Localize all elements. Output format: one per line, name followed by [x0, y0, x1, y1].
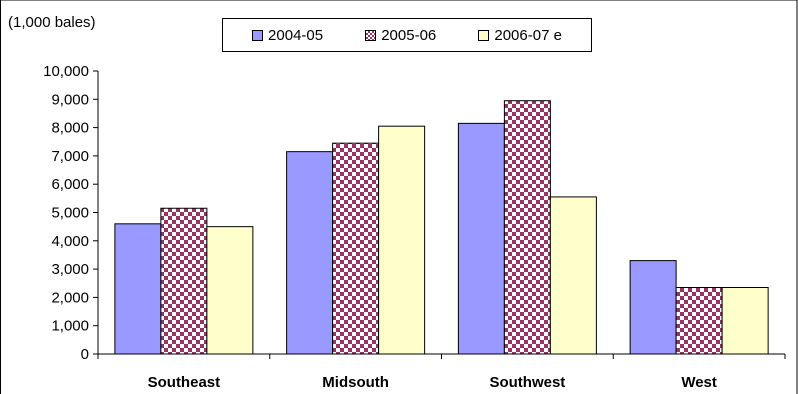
- bar-midsouth-2: [378, 125, 426, 355]
- legend-label-2006-07e: 2006-07 e: [494, 26, 562, 44]
- axis-labels: 0 1,000 2,000 3,000 4,000 5,000 6,000 7,000 8,00…: [43, 63, 717, 391]
- y-tick-label: 10,000: [43, 63, 89, 80]
- legend-item-2005-06: 2005-06: [365, 27, 436, 44]
- x-category-label: Southeast: [148, 374, 221, 391]
- y-tick-label: 9,000: [51, 91, 89, 108]
- y-tick-label: 6,000: [51, 176, 89, 193]
- legend-swatch-2004-05: [252, 29, 264, 41]
- bar-southwest-0: [457, 122, 505, 355]
- bar-southeast-0: [114, 223, 162, 355]
- legend-swatch-2006-07e: [478, 29, 490, 41]
- legend: 2004-05 2005-06 2006-07 e: [222, 18, 592, 52]
- bar-southeast-2: [206, 226, 254, 355]
- y-tick-label: 4,000: [51, 233, 89, 250]
- y-tick-label: 8,000: [51, 120, 89, 137]
- y-tick-label: 0: [81, 346, 89, 363]
- bar-southwest-2: [549, 196, 597, 355]
- legend-swatch-2005-06: [365, 29, 377, 41]
- y-tick-label: 3,000: [51, 261, 89, 278]
- bar-midsouth-1: [332, 142, 380, 355]
- bar-west-1: [675, 286, 723, 355]
- bar-midsouth-0: [286, 151, 334, 355]
- legend-label-2005-06: 2005-06: [381, 26, 437, 44]
- x-category-label: Southwest: [489, 374, 565, 391]
- legend-item-2006-07e: 2006-07 e: [478, 27, 562, 44]
- bar-west-0: [629, 260, 677, 355]
- bar-southwest-1: [503, 100, 551, 355]
- legend-label-2004-05: 2004-05: [268, 26, 324, 44]
- y-unit-label: (1,000 bales): [8, 14, 96, 31]
- y-tick-label: 1,000: [51, 318, 89, 335]
- legend-item-2004-05: 2004-05: [252, 27, 323, 44]
- y-tick-label: 5,000: [51, 205, 89, 222]
- x-category-label: Midsouth: [322, 374, 389, 391]
- x-category-label: West: [681, 374, 717, 391]
- bar-west-2: [721, 286, 769, 355]
- bar-southeast-1: [160, 207, 208, 355]
- y-tick-label: 7,000: [51, 148, 89, 165]
- bars: [114, 100, 769, 355]
- y-tick-label: 2,000: [51, 289, 89, 306]
